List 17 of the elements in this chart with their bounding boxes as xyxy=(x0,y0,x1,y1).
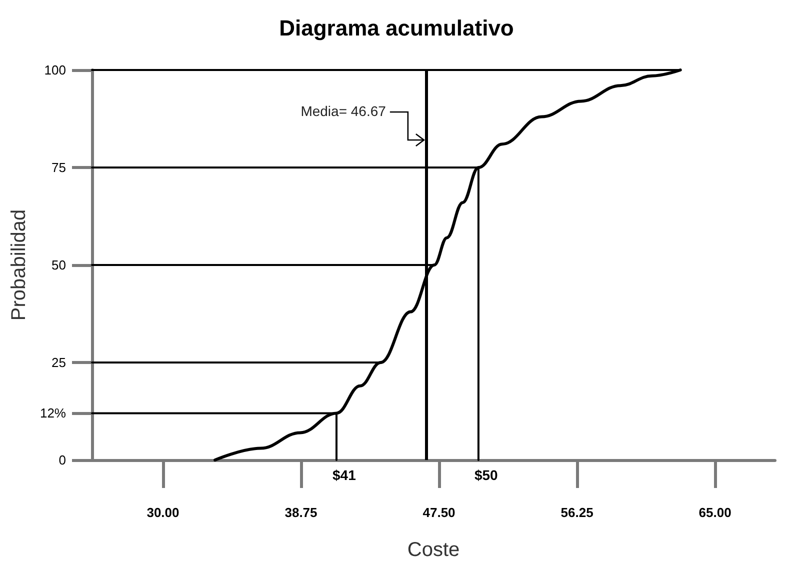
ref-line-label: Media= 46.67 xyxy=(300,103,386,119)
annotation: $50 xyxy=(474,467,498,483)
x-tick-label: 65.00 xyxy=(698,505,732,520)
y-tick-label: 100 xyxy=(44,62,66,78)
x-tick-label: 56.25 xyxy=(560,505,594,520)
y-tick-label: 50 xyxy=(52,258,66,272)
x-tick-label: 47.50 xyxy=(422,505,456,520)
y-axis-title: Probabilidad xyxy=(8,209,30,321)
annotation: $41 xyxy=(332,467,356,483)
x-tick-label: 38.75 xyxy=(284,505,318,520)
chart-title: Diagrama acumulativo xyxy=(279,16,514,40)
y-tick-label: 25 xyxy=(52,355,66,370)
y-tick-label: 75 xyxy=(52,160,66,175)
y-tick-label: 12% xyxy=(40,406,66,421)
x-axis-title: Coste xyxy=(407,539,460,561)
x-tick-label: 30.00 xyxy=(146,505,180,520)
y-tick-label: 0 xyxy=(58,452,66,468)
